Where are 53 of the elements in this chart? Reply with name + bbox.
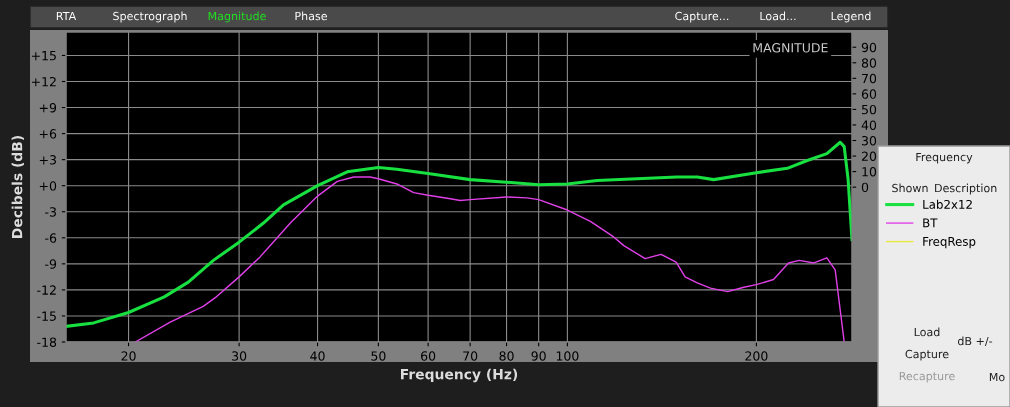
y-tick-label: +3 <box>39 155 56 165</box>
text: Description <box>935 183 997 195</box>
x-tick-label: 20 <box>121 351 136 361</box>
y-tick-label: -6 <box>45 233 57 243</box>
y-tick-label: +12 <box>31 76 56 87</box>
text: Load... <box>760 11 796 21</box>
text: Mo <box>989 372 1005 382</box>
y-tick-label: -9 <box>45 259 57 269</box>
y-tick-label: +0 <box>39 181 57 191</box>
y-tick-label: -15 <box>37 311 56 321</box>
text: MAGNITUDE <box>753 43 828 53</box>
x-tick-label: 70 <box>463 351 478 361</box>
x-axis-title: Frequency (Hz) <box>401 368 518 383</box>
text: RTA <box>56 11 77 21</box>
y2-tick-label: 70 <box>862 73 877 84</box>
text: Legend <box>831 11 871 23</box>
x-tick-label: 30 <box>232 351 247 361</box>
text: Load <box>914 327 940 337</box>
y-axis-title: Decibels (dB) <box>11 136 24 238</box>
x-tick-label: 60 <box>421 351 436 361</box>
legend-label: BT <box>923 218 938 228</box>
x-tick-label: 40 <box>310 351 325 361</box>
y2-tick-label: 30 <box>861 135 877 146</box>
text: Spectrograph <box>113 11 187 23</box>
y-tick-label: -18 <box>37 337 57 347</box>
text: Capture... <box>675 11 729 23</box>
text: Capture <box>905 349 949 361</box>
y2-tick-label: 80 <box>861 58 877 68</box>
x-tick-label: 100 <box>556 351 579 361</box>
text: Recapture <box>899 371 955 383</box>
y-tick-label: +9 <box>39 103 57 113</box>
y2-tick-label: 90 <box>861 42 877 53</box>
text: Shown <box>892 183 928 193</box>
text: Phase <box>295 11 327 21</box>
text: Magnitude <box>208 11 266 23</box>
y2-tick-label: 20 <box>861 151 877 161</box>
text: Frequency <box>916 152 973 164</box>
y2-tick-label: 0 <box>861 182 869 193</box>
y2-tick-label: 10 <box>862 167 877 177</box>
x-tick-label: 200 <box>745 351 768 361</box>
y-tick-label: -3 <box>45 207 56 217</box>
y2-tick-label: 60 <box>861 89 877 99</box>
x-tick-label: 50 <box>371 351 386 361</box>
y-tick-label: +15 <box>31 51 56 61</box>
y-tick-label: -12 <box>37 285 56 295</box>
legend-label: Lab2x12 <box>923 199 972 209</box>
legend-label: FreqResp <box>923 237 976 249</box>
text: dB +/- <box>957 336 993 347</box>
y2-tick-label: 50 <box>861 104 877 115</box>
x-tick-label: 80 <box>499 351 514 361</box>
y-tick-label: +6 <box>39 129 57 139</box>
y2-tick-label: 40 <box>861 120 877 130</box>
x-tick-label: 90 <box>531 351 546 361</box>
